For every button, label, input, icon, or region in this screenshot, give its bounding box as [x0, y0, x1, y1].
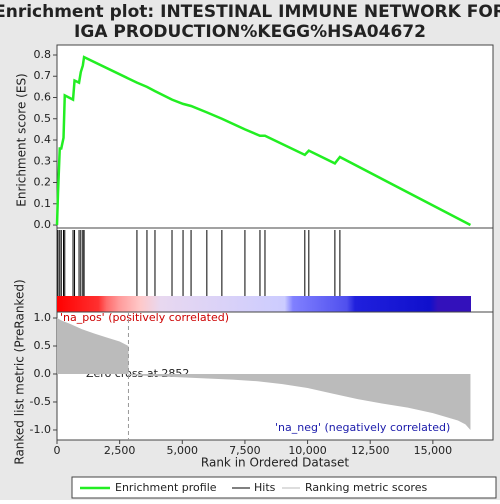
es-line — [55, 55, 472, 227]
y-tick-label: 0.5 — [34, 339, 52, 352]
y-tick-label: 1.0 — [34, 311, 52, 324]
y-tick-label: -0.5 — [30, 395, 51, 408]
legend-label: Hits — [254, 481, 276, 494]
x-tick-label: 15,000 — [414, 444, 453, 457]
x-tick-label: 7,500 — [229, 444, 261, 457]
y-tick-label: 0.2 — [34, 176, 52, 189]
y-axis-label: Enrichment score (ES) — [15, 73, 29, 206]
rank-color-bar — [57, 296, 471, 312]
x-tick-label: 5,000 — [167, 444, 199, 457]
x-tick-label: 0 — [54, 444, 61, 457]
y-tick-label: 0.5 — [34, 112, 52, 125]
x-tick-label: 12,500 — [351, 444, 390, 457]
y-tick-label: 0.6 — [34, 90, 52, 103]
y-tick-label: 0.7 — [34, 69, 52, 82]
y-tick-label: 0.1 — [34, 197, 52, 210]
title: IGA PRODUCTION%KEGG%HSA04672 — [74, 22, 426, 42]
metric-frame — [56, 311, 494, 441]
y-tick-label: -1.0 — [30, 423, 51, 436]
y-axis-label: Ranked list metric (PreRanked) — [13, 279, 27, 464]
annotation: 'na_neg' (negatively correlated) — [275, 421, 450, 434]
y-tick-label: 0.3 — [34, 154, 52, 167]
x-axis-label: Rank in Ordered Dataset — [201, 456, 349, 470]
x-tick-label: 10,000 — [288, 444, 327, 457]
x-tick-label: 2,500 — [104, 444, 136, 457]
y-tick-label: 0.8 — [34, 48, 52, 61]
annotation: 'na_pos' (positively correlated) — [60, 311, 229, 324]
legend-label: Enrichment profile — [115, 481, 217, 494]
y-tick-label: 0.4 — [34, 133, 52, 146]
y-tick-label: 0.0 — [34, 218, 52, 231]
legend-label: Ranking metric scores — [305, 481, 427, 494]
y-tick-label: 0.0 — [34, 367, 52, 380]
title: Enrichment plot: INTESTINAL IMMUNE NETWO… — [0, 2, 500, 22]
metric-area — [57, 317, 471, 430]
